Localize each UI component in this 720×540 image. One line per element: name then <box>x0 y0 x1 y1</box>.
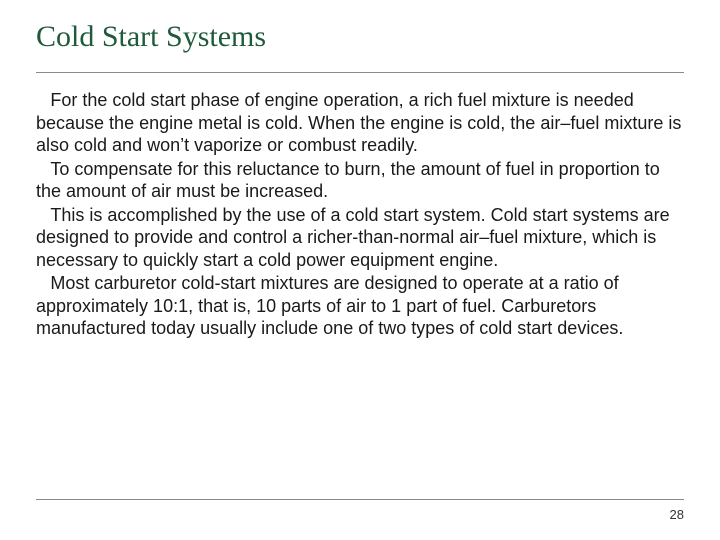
paragraph: Most carburetor cold-start mixtures are … <box>36 272 684 340</box>
body-text: For the cold start phase of engine opera… <box>36 89 684 340</box>
page-number: 28 <box>670 507 684 522</box>
paragraph: For the cold start phase of engine opera… <box>36 89 684 157</box>
paragraph: This is accomplished by the use of a col… <box>36 204 684 272</box>
footer-rule <box>36 499 684 500</box>
title-rule <box>36 72 684 73</box>
paragraph: To compensate for this reluctance to bur… <box>36 158 684 203</box>
page-title: Cold Start Systems <box>36 20 684 54</box>
